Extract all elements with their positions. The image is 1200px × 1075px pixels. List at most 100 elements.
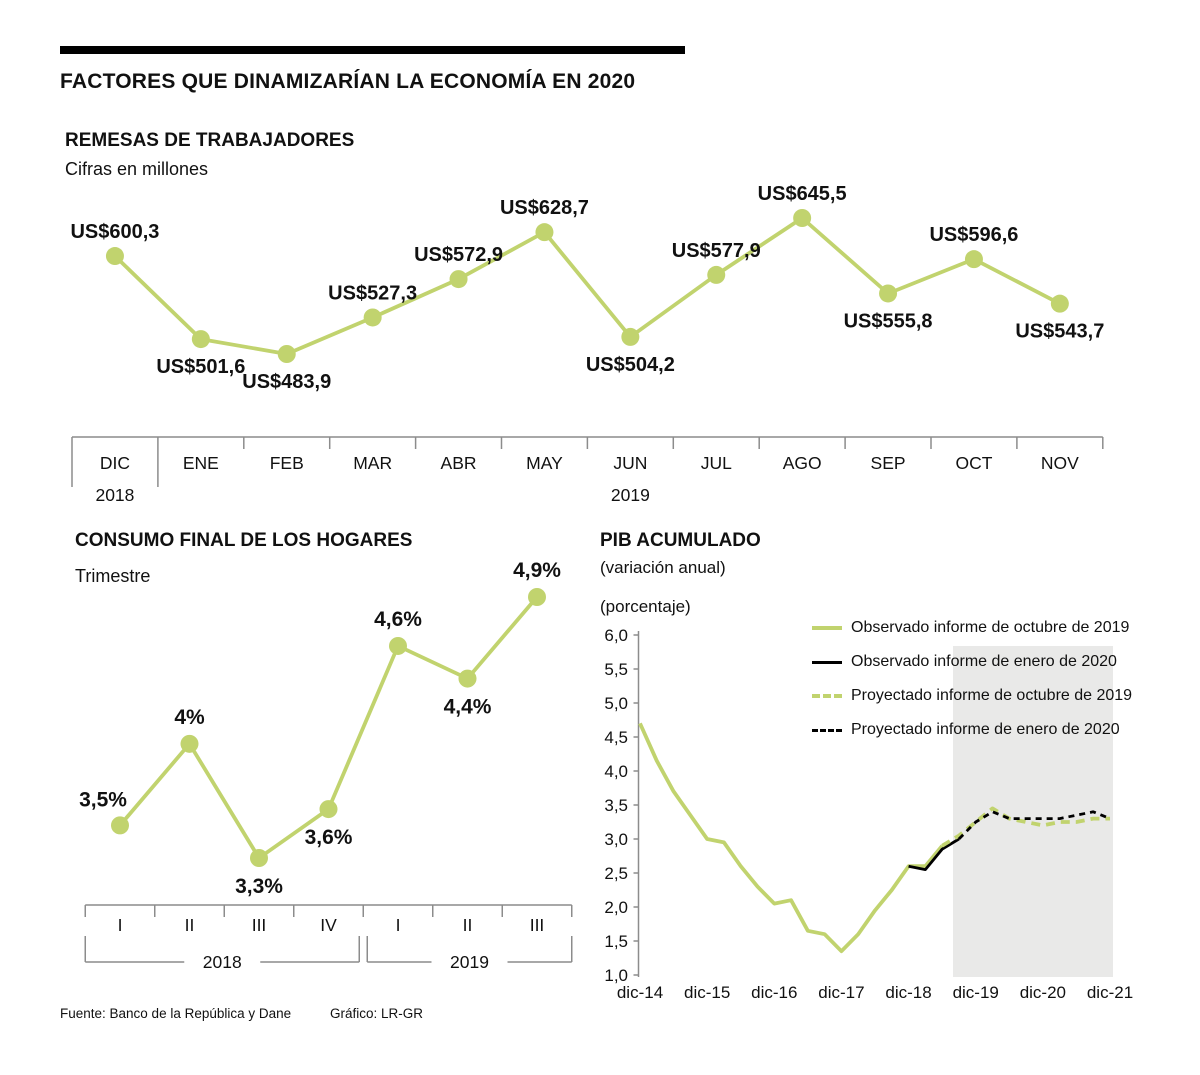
legend-swatch-solid-green — [812, 626, 842, 630]
remesas-line-chart: DIC ENE FEB MAR ABR MAY JUN JUL AGO SEP OCT NOV 2018… — [70, 183, 1104, 505]
data-point — [793, 209, 812, 227]
x-tick-label: III — [530, 915, 545, 935]
x-tick-label: I — [396, 915, 401, 935]
point-label: US$543,7 — [1015, 321, 1104, 343]
x-tick-label: dic-19 — [953, 983, 999, 1002]
data-point — [458, 669, 477, 688]
legend-label: Proyectado informe de octubre de 2019 — [851, 687, 1133, 704]
legend-label: Observado informe de octubre de 2019 — [851, 619, 1130, 636]
year-label: 2019 — [450, 952, 489, 972]
legend-label: Proyectado informe de enero de 2020 — [851, 721, 1120, 738]
pib-axis-unit: (porcentaje) — [600, 597, 691, 616]
point-label: US$483,9 — [242, 371, 331, 393]
data-point — [191, 330, 210, 349]
point-label: US$504,2 — [586, 354, 675, 376]
pib-chart-subtitle: (variación anual) — [600, 558, 726, 577]
legend-item-proyectado-enero-2020: Proyectado informe de enero de 2020 — [812, 719, 1132, 741]
data-point — [707, 265, 726, 284]
data-point — [1050, 294, 1069, 313]
x-tick-label: AGO — [783, 453, 822, 473]
y-tick-label: 3,0 — [604, 830, 628, 849]
consumo-chart-subtitle: Trimestre — [75, 566, 151, 586]
y-tick-label: 3,5 — [604, 796, 628, 815]
point-label: 4,6% — [374, 608, 422, 631]
x-tick-label: JUL — [701, 453, 732, 473]
pib-chart-title: PIB ACUMULADO — [600, 530, 761, 551]
source-note: Fuente: Banco de la República y Dane — [60, 1006, 292, 1021]
y-tick-label: 4,5 — [604, 728, 628, 747]
data-point — [964, 250, 983, 269]
title-rule — [60, 46, 685, 54]
data-point — [879, 284, 898, 303]
pib-series-3 — [957, 810, 1111, 840]
legend-swatch-dashed-black — [812, 728, 842, 732]
y-tick-label: 2,5 — [604, 864, 628, 883]
remesas-chart-subtitle: Cifras en millones — [65, 159, 209, 179]
x-tick-label: II — [185, 915, 195, 935]
x-tick-label: ENE — [183, 453, 219, 473]
x-tick-label: dic-18 — [885, 983, 931, 1002]
x-tick-label: ABR — [441, 453, 477, 473]
data-point — [180, 734, 199, 753]
legend-swatch-solid-black — [812, 660, 842, 664]
year-label: 2019 — [611, 485, 650, 505]
x-tick-label: dic-20 — [1020, 983, 1066, 1002]
point-label: 3,6% — [305, 826, 353, 849]
y-tick-label: 6,0 — [604, 626, 628, 645]
data-point — [111, 816, 129, 835]
point-label: 4% — [174, 706, 205, 729]
point-label: 4,4% — [444, 696, 492, 719]
x-tick-label: MAY — [526, 453, 563, 473]
y-tick-label: 1,5 — [604, 932, 628, 951]
year-label: 2018 — [95, 485, 134, 505]
pib-legend: Observado informe de octubre de 2019 Obs… — [812, 617, 1132, 753]
x-tick-label: dic-14 — [617, 983, 663, 1002]
data-point — [277, 345, 296, 363]
x-tick-label: OCT — [955, 453, 992, 473]
data-point — [621, 327, 640, 346]
point-label: US$527,3 — [328, 282, 417, 304]
year-label: 2018 — [203, 952, 242, 972]
consumo-chart-title: CONSUMO FINAL DE LOS HOGARES — [75, 530, 413, 551]
x-tick-label: SEP — [871, 453, 906, 473]
legend-item-observado-octubre-2019: Observado informe de octubre de 2019 — [812, 617, 1132, 639]
point-label: 3,3% — [235, 875, 283, 898]
data-point — [535, 223, 554, 242]
x-tick-label: NOV — [1041, 453, 1079, 473]
x-tick-label: II — [463, 915, 473, 935]
data-point — [105, 247, 124, 266]
point-label: US$577,9 — [672, 240, 761, 262]
point-label: US$572,9 — [414, 244, 503, 266]
x-tick-label: IV — [320, 915, 337, 935]
x-tick-label: III — [252, 915, 267, 935]
point-label: US$628,7 — [500, 197, 589, 219]
data-point — [250, 849, 268, 867]
data-point — [528, 588, 546, 606]
x-tick-label: dic-16 — [751, 983, 797, 1002]
point-label: 3,5% — [79, 788, 127, 811]
y-tick-label: 5,0 — [604, 694, 628, 713]
x-tick-label: I — [118, 915, 123, 935]
data-point — [449, 270, 468, 289]
point-label: US$645,5 — [758, 183, 847, 205]
projection-shaded-region — [953, 646, 1113, 977]
legend-swatch-dashed-green — [812, 694, 842, 698]
x-tick-label: DIC — [100, 453, 130, 473]
credit-note: Gráfico: LR-GR — [330, 1006, 424, 1021]
y-tick-label: 2,0 — [604, 898, 628, 917]
point-label: US$555,8 — [844, 310, 933, 332]
data-point — [319, 800, 338, 819]
data-point — [363, 308, 382, 327]
x-tick-label: JUN — [613, 453, 647, 473]
remesas-series-line — [113, 216, 1061, 356]
point-label: 4,9% — [513, 559, 561, 582]
point-label: US$501,6 — [156, 356, 245, 378]
pib-series-0 — [638, 722, 944, 954]
page-title: FACTORES QUE DINAMIZARÍAN LA ECONOMÍA EN… — [60, 70, 636, 93]
point-label: US$600,3 — [70, 221, 159, 243]
x-tick-label: dic-15 — [684, 983, 730, 1002]
legend-item-observado-enero-2020: Observado informe de enero de 2020 — [812, 651, 1132, 673]
